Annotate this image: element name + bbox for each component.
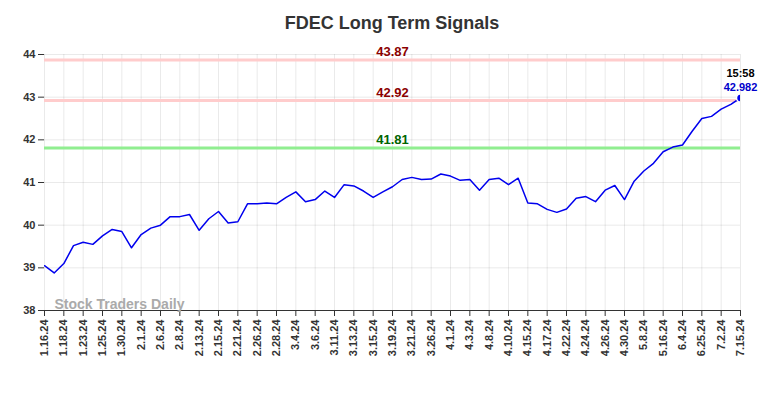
svg-text:42.982: 42.982	[724, 81, 758, 93]
svg-text:2.6.24: 2.6.24	[154, 319, 166, 350]
svg-text:3.19.24: 3.19.24	[386, 319, 398, 357]
svg-text:41: 41	[23, 176, 35, 188]
svg-text:3.13.24: 3.13.24	[347, 319, 359, 357]
svg-text:40: 40	[23, 219, 35, 231]
svg-text:3.11.24: 3.11.24	[328, 319, 340, 356]
svg-text:3.4.24: 3.4.24	[289, 319, 301, 350]
svg-text:2.26.24: 2.26.24	[251, 319, 263, 357]
svg-text:3.6.24: 3.6.24	[309, 319, 321, 350]
svg-text:3.15.24: 3.15.24	[367, 319, 379, 357]
svg-text:43.87: 43.87	[376, 44, 409, 59]
svg-text:Stock Traders Daily: Stock Traders Daily	[55, 296, 185, 312]
svg-text:2.1.24: 2.1.24	[135, 319, 147, 350]
svg-text:42.92: 42.92	[376, 85, 409, 100]
svg-text:7.2.24: 7.2.24	[715, 319, 727, 350]
svg-text:4.15.24: 4.15.24	[521, 319, 533, 357]
svg-text:4.10.24: 4.10.24	[502, 319, 514, 357]
svg-text:2.21.24: 2.21.24	[231, 319, 243, 357]
svg-text:1.18.24: 1.18.24	[57, 319, 69, 357]
svg-text:39: 39	[23, 261, 35, 273]
svg-text:2.13.24: 2.13.24	[193, 319, 205, 357]
svg-text:4.30.24: 4.30.24	[618, 319, 630, 357]
svg-text:4.1.24: 4.1.24	[444, 319, 456, 350]
svg-text:4.22.24: 4.22.24	[560, 319, 572, 357]
svg-text:42: 42	[23, 133, 35, 145]
svg-text:2.15.24: 2.15.24	[212, 319, 224, 357]
svg-text:4.8.24: 4.8.24	[483, 319, 495, 350]
svg-text:6.25.24: 6.25.24	[695, 319, 707, 357]
svg-text:1.16.24: 1.16.24	[38, 319, 50, 357]
svg-text:1.25.24: 1.25.24	[96, 319, 108, 357]
svg-text:44: 44	[23, 48, 36, 60]
svg-text:5.8.24: 5.8.24	[637, 319, 649, 350]
svg-text:43: 43	[23, 91, 35, 103]
svg-text:15:58: 15:58	[726, 67, 754, 79]
svg-text:41.81: 41.81	[376, 132, 409, 147]
svg-text:3.26.24: 3.26.24	[425, 319, 437, 357]
svg-text:4.17.24: 4.17.24	[541, 319, 553, 357]
svg-text:5.16.24: 5.16.24	[657, 319, 669, 357]
html-text:FDEC Long Term Signals: FDEC Long Term Signals	[284, 13, 500, 33]
svg-text:6.4.24: 6.4.24	[676, 319, 688, 350]
svg-text:7.15.24: 7.15.24	[734, 319, 746, 357]
svg-text:3.21.24: 3.21.24	[405, 319, 417, 357]
svg-text:38: 38	[23, 304, 35, 316]
svg-text:2.8.24: 2.8.24	[173, 319, 185, 350]
svg-text:4.3.24: 4.3.24	[463, 319, 475, 350]
svg-text:4.24.24: 4.24.24	[579, 319, 591, 357]
svg-text:2.28.24: 2.28.24	[270, 319, 282, 357]
svg-text:4.26.24: 4.26.24	[599, 319, 611, 357]
svg-text:1.30.24: 1.30.24	[115, 319, 127, 357]
svg-text:1.23.24: 1.23.24	[77, 319, 89, 357]
